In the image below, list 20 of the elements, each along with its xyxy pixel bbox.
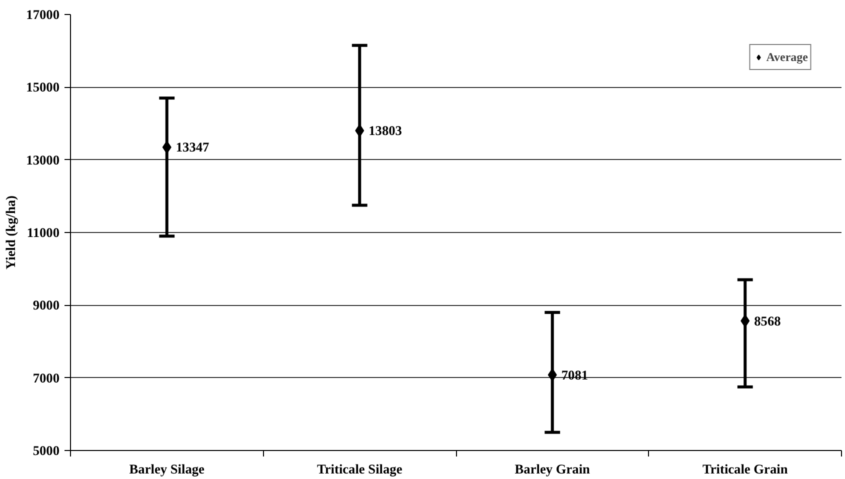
y-tick-label: 17000	[26, 7, 60, 22]
y-tick-label: 11000	[26, 225, 60, 240]
y-tick-label: 15000	[26, 80, 60, 95]
point	[162, 140, 172, 154]
data-label: 13803	[368, 123, 402, 138]
point	[740, 314, 750, 328]
legend-label: Average	[766, 50, 808, 64]
y-axis-title: Yield (kg/ha)	[3, 196, 18, 270]
data-label: 8568	[754, 313, 782, 328]
point	[355, 124, 364, 138]
y-tick-label: 7000	[32, 370, 60, 386]
data-label: 13347	[176, 140, 210, 155]
y-tick-label: 13000	[26, 152, 60, 168]
x-tick-label: Barley Grain	[514, 462, 591, 476]
x-tick-label: Triticale Silage	[317, 462, 402, 476]
y-tick-label: 5000	[32, 443, 60, 458]
x-tick-label: Triticale Grain	[702, 462, 788, 476]
y-tick-label: 9000	[32, 298, 60, 313]
x-tick-label: Barley Silage	[129, 462, 205, 476]
point	[548, 368, 557, 382]
